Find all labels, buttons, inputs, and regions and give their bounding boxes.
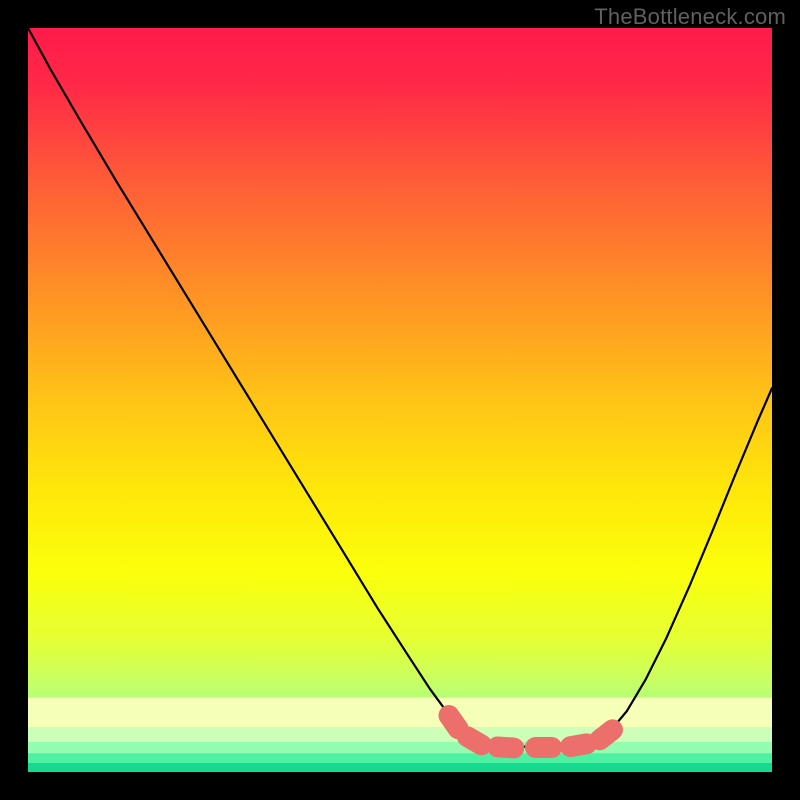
watermark-label: TheBottleneck.com	[594, 4, 786, 30]
heat-gradient	[28, 28, 772, 772]
chart-frame: TheBottleneck.com	[0, 0, 800, 800]
plot-area	[28, 28, 772, 772]
